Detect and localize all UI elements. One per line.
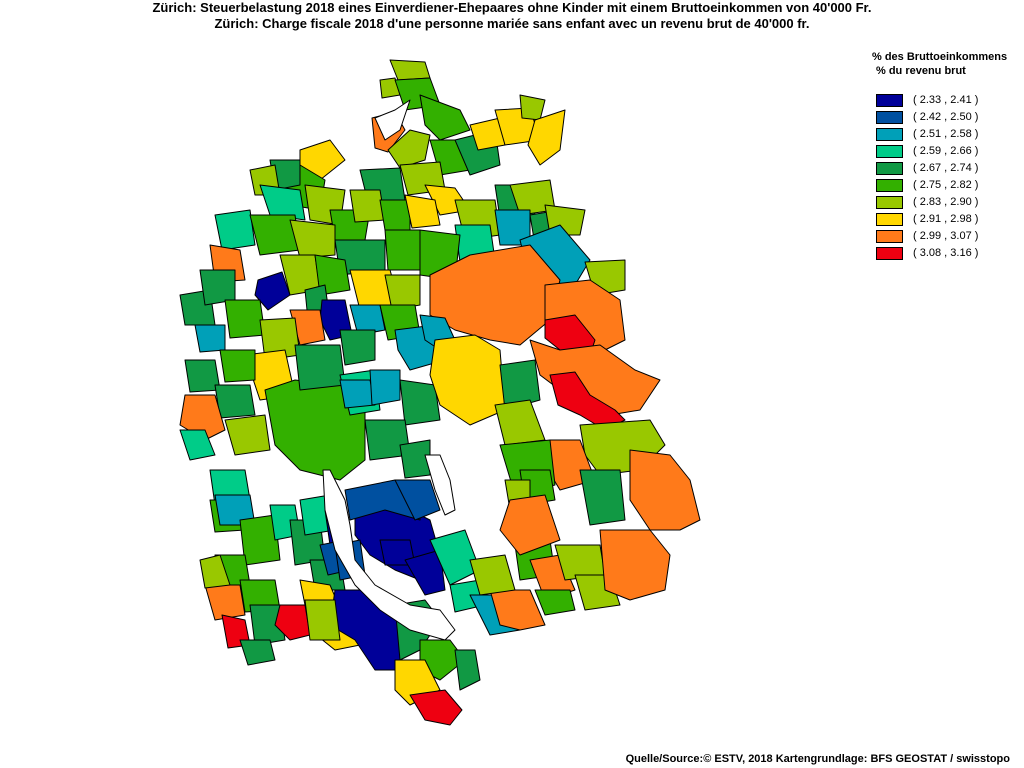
municipality-region (494, 399, 546, 446)
legend-label: ( 2.91 , 2.98 ) (913, 213, 979, 225)
map-title: Zürich: Steuerbelastung 2018 eines Einve… (0, 0, 1024, 32)
municipality-region (179, 429, 216, 461)
municipality-region (184, 359, 221, 393)
legend-item: ( 2.75 , 2.82 ) (876, 177, 1016, 194)
legend-label: ( 2.51 , 2.58 ) (913, 128, 979, 140)
lake (322, 469, 456, 641)
legend-header: % des Bruttoeinkommens % du revenu brut (872, 50, 1007, 78)
legend-label: ( 2.59 , 2.66 ) (913, 145, 979, 157)
municipality-region (389, 59, 431, 81)
lake (374, 99, 411, 141)
legend-swatch (876, 179, 903, 192)
legend-label: ( 2.42 , 2.50 ) (913, 111, 979, 123)
municipality-region (599, 529, 671, 601)
municipality-region (204, 584, 246, 621)
lakes (322, 99, 456, 641)
legend-swatch (876, 111, 903, 124)
legend-header-de: % des Bruttoeinkommens (872, 51, 1008, 63)
legend-item: ( 2.67 , 2.74 ) (876, 160, 1016, 177)
municipality-region (519, 94, 546, 121)
municipality-region (394, 479, 441, 521)
municipality-region (534, 589, 576, 616)
legend-swatch (876, 94, 903, 107)
municipality-region (499, 359, 541, 411)
municipality-region (429, 334, 506, 426)
municipality-region (387, 129, 431, 169)
municipality-region (499, 494, 561, 556)
municipality-region (339, 329, 376, 366)
municipality-region (349, 304, 386, 336)
municipality-region (199, 554, 231, 589)
municipality-region (224, 414, 271, 456)
municipality-region (384, 229, 421, 271)
municipality-region (294, 344, 346, 391)
municipality-region (239, 639, 276, 666)
municipality-region (214, 384, 256, 419)
legend-item: ( 2.51 , 2.58 ) (876, 126, 1016, 143)
municipality-region (369, 369, 401, 406)
municipality-region (549, 371, 626, 431)
legend-label: ( 2.33 , 2.41 ) (913, 94, 979, 106)
municipality-region (239, 514, 281, 566)
municipality-region (409, 689, 463, 726)
legend-swatch (876, 162, 903, 175)
municipality-region (214, 209, 256, 251)
legend-label: ( 3.08 , 3.16 ) (913, 247, 979, 259)
lake (424, 454, 456, 516)
municipality-region (419, 94, 471, 141)
legend-swatch (876, 230, 903, 243)
legend-swatch (876, 145, 903, 158)
legend-item: ( 3.08 , 3.16 ) (876, 245, 1016, 262)
municipality-region (489, 589, 546, 631)
legend: ( 2.33 , 2.41 ) ( 2.42 , 2.50 ) ( 2.51 , 2… (876, 92, 1016, 262)
legend-swatch (876, 247, 903, 260)
municipality-region (404, 194, 441, 229)
municipality-region (379, 199, 411, 231)
municipality-region (454, 649, 481, 691)
municipality-region (304, 599, 341, 641)
legend-header-fr: % du revenu brut (876, 65, 966, 77)
legend-swatch (876, 128, 903, 141)
legend-item: ( 2.99 , 3.07 ) (876, 228, 1016, 245)
municipality-region (384, 274, 421, 311)
municipality-region (399, 439, 431, 479)
legend-swatch (876, 196, 903, 209)
legend-item: ( 2.91 , 2.98 ) (876, 211, 1016, 228)
municipality-region (527, 109, 566, 166)
source-credit: Quelle/Source:© ESTV, 2018 Kartengrundla… (625, 753, 1010, 765)
legend-item: ( 2.83 , 2.90 ) (876, 194, 1016, 211)
municipality-region (224, 299, 266, 339)
municipality-region (404, 549, 446, 596)
municipality-region (259, 184, 306, 221)
municipality-region (579, 469, 626, 526)
legend-label: ( 2.99 , 3.07 ) (913, 230, 979, 242)
municipality-region (289, 219, 336, 259)
municipality-region (339, 379, 376, 409)
legend-label: ( 2.83 , 2.90 ) (913, 196, 979, 208)
title-line-fr: Zürich: Charge fiscale 2018 d'une person… (214, 16, 810, 31)
legend-swatch (876, 213, 903, 226)
municipality-region (274, 604, 311, 641)
municipality-region (469, 554, 516, 596)
municipality-region (629, 449, 701, 531)
legend-item: ( 2.33 , 2.41 ) (876, 92, 1016, 109)
legend-item: ( 2.42 , 2.50 ) (876, 109, 1016, 126)
municipality-region (254, 271, 291, 311)
title-line-de: Zürich: Steuerbelastung 2018 eines Einve… (152, 0, 872, 15)
municipality-region (349, 189, 386, 223)
legend-label: ( 2.75 , 2.82 ) (913, 179, 979, 191)
municipality-region (179, 394, 226, 441)
municipality-region (219, 349, 256, 383)
legend-label: ( 2.67 , 2.74 ) (913, 162, 979, 174)
municipality-region (249, 604, 286, 646)
municipality-region (399, 379, 441, 426)
legend-item: ( 2.59 , 2.66 ) (876, 143, 1016, 160)
municipality-region (194, 324, 226, 353)
